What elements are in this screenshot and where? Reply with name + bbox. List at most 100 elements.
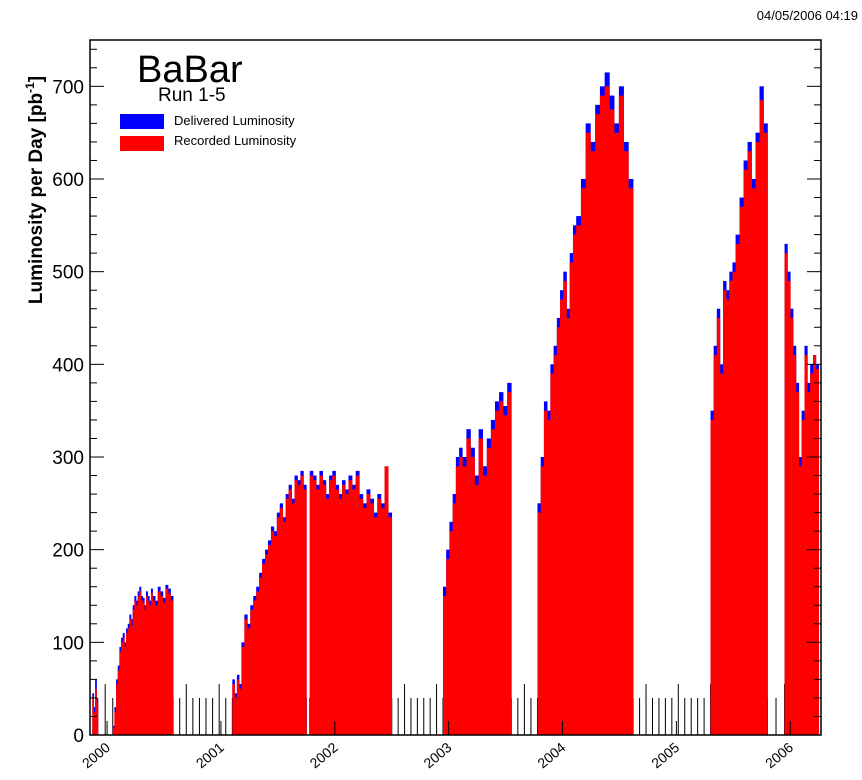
bar-recorded (309, 475, 314, 735)
bar-recorded (126, 633, 129, 735)
bar-recorded (165, 588, 169, 735)
bar-recorded (563, 280, 567, 735)
bar-recorded (713, 355, 718, 735)
timestamp: 04/05/2006 04:19 (756, 8, 858, 23)
y-tick-label: 700 (52, 77, 84, 98)
bar-recorded (93, 711, 96, 735)
bar-recorded (325, 498, 330, 735)
bar-recorded (729, 280, 733, 735)
bar-series (92, 72, 820, 736)
bar-recorded (572, 234, 577, 735)
bar-recorded (136, 605, 138, 735)
chart-title: BaBar (137, 49, 243, 91)
y-tick-label: 300 (52, 448, 84, 469)
x-tick-label: 2004 (534, 739, 568, 771)
bar-recorded (297, 484, 301, 735)
bar-recorded (142, 602, 145, 735)
bar-recorded (134, 600, 137, 735)
y-tick-label: 500 (52, 263, 84, 284)
bar-recorded (232, 684, 235, 735)
bar-recorded (303, 489, 307, 735)
bar-recorded (576, 225, 582, 735)
bar-recorded (362, 507, 367, 735)
bar-recorded (144, 609, 147, 735)
plot-frame (89, 39, 822, 736)
bar-recorded (359, 498, 364, 735)
bar-recorded (732, 271, 736, 735)
bar-recorded (384, 466, 389, 735)
bar-recorded (329, 480, 333, 735)
bar-recorded (285, 498, 289, 735)
bar-recorded (348, 480, 353, 735)
bar-recorded (751, 188, 756, 735)
bar-recorded (716, 318, 721, 735)
bar-recorded (455, 466, 460, 735)
y-tick-label: 0 (73, 726, 84, 747)
bar-recorded (595, 114, 601, 735)
bar-recorded (604, 86, 610, 735)
legend-label-recorded: Recorded Luminosity (174, 133, 297, 148)
bar-recorded (335, 489, 340, 735)
bar-recorded (446, 558, 450, 735)
bar-recorded (141, 600, 143, 735)
bar-recorded (503, 415, 508, 735)
bar-recorded (739, 206, 744, 736)
bar-recorded (618, 95, 624, 736)
x-tick-label: 2006 (762, 739, 796, 771)
bar-recorded (250, 609, 254, 735)
bar-recorded (253, 600, 257, 735)
bar-recorded (244, 619, 248, 735)
bar-recorded (499, 401, 504, 735)
x-tick-label: 2000 (79, 739, 113, 771)
bar-recorded (95, 688, 97, 735)
bar-recorded (152, 600, 156, 735)
bar-recorded (312, 480, 317, 735)
bar-recorded (490, 429, 496, 735)
bar-recorded (150, 593, 153, 735)
bar-recorded (265, 554, 269, 735)
bar-recorded (234, 697, 238, 735)
bar-recorded (300, 475, 304, 735)
bar-recorded (449, 531, 453, 735)
bar-recorded (366, 494, 371, 735)
bar-recorded (316, 489, 320, 735)
bar-recorded (478, 438, 484, 735)
bar-recorded (585, 132, 591, 736)
y-tick-label: 400 (52, 355, 84, 376)
bar-recorded (560, 299, 564, 735)
bar-recorded (241, 646, 245, 735)
bar-recorded (157, 591, 161, 735)
bar-recorded (114, 711, 117, 735)
bar-recorded (599, 95, 605, 736)
bar-recorded (790, 318, 794, 735)
bar-recorded (96, 702, 99, 735)
bar-recorded (256, 591, 260, 735)
bar-recorded (784, 253, 788, 735)
bar-recorded (147, 600, 150, 735)
bar-recorded (388, 517, 393, 735)
bar-recorded (377, 498, 382, 735)
bar-recorded (459, 457, 463, 735)
legend-swatch-delivered (120, 114, 164, 129)
bar-recorded (160, 596, 164, 735)
bar-recorded (127, 628, 130, 735)
spike-lines (89, 684, 786, 735)
bar-recorded (168, 593, 171, 735)
bar-recorded (442, 596, 447, 735)
bar-recorded (735, 243, 740, 735)
bar-recorded (262, 563, 266, 735)
bar-recorded (267, 545, 272, 735)
bar-recorded (815, 368, 820, 735)
bar-recorded (291, 503, 295, 735)
bar-recorded (139, 591, 142, 735)
bar-recorded (540, 466, 545, 735)
x-tick-label: 2001 (193, 739, 227, 771)
y-tick-label: 200 (52, 541, 84, 562)
bar-recorded (370, 503, 375, 735)
bar-recorded (294, 480, 298, 735)
bar-recorded (804, 355, 808, 735)
bar-recorded (247, 628, 251, 735)
bar-recorded (494, 410, 500, 735)
bar-recorded (273, 535, 278, 735)
